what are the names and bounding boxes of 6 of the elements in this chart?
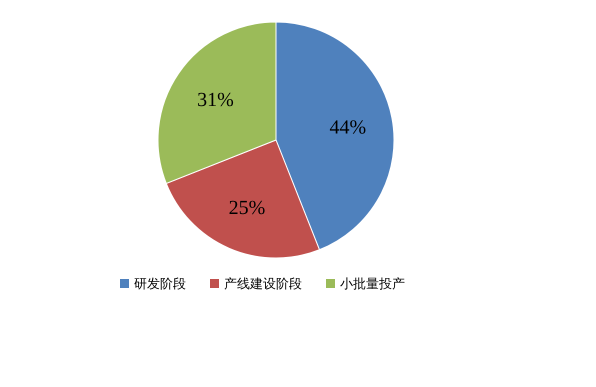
data-label: 44% — [330, 116, 366, 138]
data-label: 31% — [197, 88, 234, 111]
data-label: 25% — [228, 197, 266, 220]
legend-label: 研发阶段 — [134, 277, 186, 292]
legend-label: 小批量投产 — [340, 277, 405, 292]
legend-label: 产线建设阶段 — [224, 277, 302, 292]
